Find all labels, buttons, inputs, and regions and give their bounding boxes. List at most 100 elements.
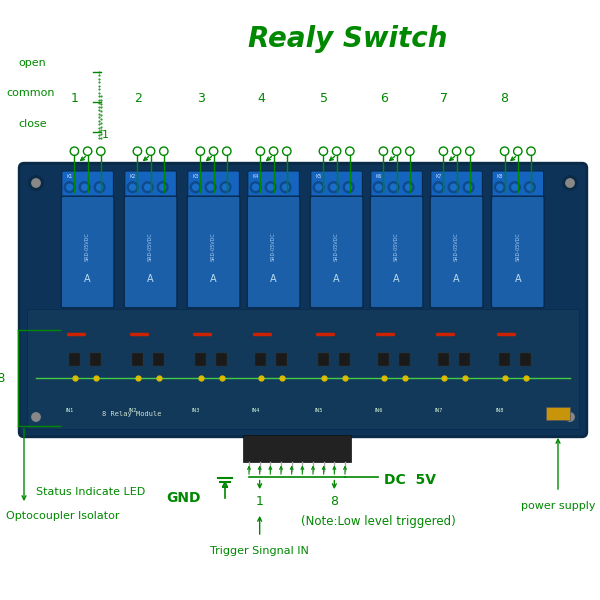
Circle shape bbox=[448, 182, 459, 193]
Circle shape bbox=[509, 182, 520, 193]
Text: 8 Relay Module: 8 Relay Module bbox=[102, 411, 162, 417]
Text: A: A bbox=[210, 274, 217, 284]
FancyBboxPatch shape bbox=[492, 171, 544, 202]
Circle shape bbox=[566, 179, 574, 187]
Circle shape bbox=[283, 184, 289, 190]
Circle shape bbox=[220, 182, 231, 193]
Bar bbox=[546, 407, 570, 420]
Circle shape bbox=[67, 184, 73, 190]
Circle shape bbox=[223, 184, 229, 190]
FancyBboxPatch shape bbox=[62, 171, 113, 202]
Text: K7: K7 bbox=[436, 174, 442, 179]
Circle shape bbox=[497, 184, 503, 190]
Text: (Note:Low level triggered): (Note:Low level triggered) bbox=[301, 515, 455, 529]
Circle shape bbox=[79, 182, 90, 193]
FancyBboxPatch shape bbox=[430, 196, 483, 308]
Circle shape bbox=[376, 184, 382, 190]
Text: SRD-05VDC: SRD-05VDC bbox=[271, 232, 276, 261]
Text: A: A bbox=[84, 274, 91, 284]
Text: 1: 1 bbox=[101, 130, 109, 140]
Text: IN2: IN2 bbox=[128, 408, 137, 413]
Text: K1: K1 bbox=[67, 174, 73, 179]
Text: 8: 8 bbox=[331, 495, 338, 508]
Circle shape bbox=[97, 184, 103, 190]
Bar bbox=[438, 353, 449, 366]
Bar bbox=[378, 353, 389, 366]
Text: A: A bbox=[270, 274, 277, 284]
FancyBboxPatch shape bbox=[188, 171, 239, 202]
Circle shape bbox=[32, 413, 40, 421]
Text: close: close bbox=[18, 119, 47, 129]
Text: 5: 5 bbox=[320, 92, 328, 106]
Circle shape bbox=[208, 184, 214, 190]
Text: 3: 3 bbox=[197, 92, 205, 106]
Circle shape bbox=[343, 182, 354, 193]
Circle shape bbox=[205, 182, 216, 193]
Circle shape bbox=[403, 182, 414, 193]
Text: 2: 2 bbox=[134, 92, 142, 106]
Circle shape bbox=[145, 184, 151, 190]
Text: A: A bbox=[453, 274, 460, 284]
Bar bbox=[69, 353, 80, 366]
Bar bbox=[195, 353, 206, 366]
Text: A: A bbox=[393, 274, 400, 284]
Circle shape bbox=[433, 182, 444, 193]
Text: GND: GND bbox=[167, 491, 201, 505]
Text: IN3: IN3 bbox=[191, 408, 200, 413]
Bar bbox=[459, 353, 470, 366]
Circle shape bbox=[253, 184, 259, 190]
Text: K6: K6 bbox=[376, 174, 382, 179]
Circle shape bbox=[524, 182, 535, 193]
Text: Optocoupler Isolator: Optocoupler Isolator bbox=[6, 511, 119, 521]
FancyBboxPatch shape bbox=[311, 171, 362, 202]
FancyBboxPatch shape bbox=[125, 171, 176, 202]
Circle shape bbox=[563, 410, 577, 424]
Text: A: A bbox=[333, 274, 340, 284]
Text: IN8: IN8 bbox=[496, 408, 504, 413]
FancyBboxPatch shape bbox=[19, 163, 587, 437]
FancyBboxPatch shape bbox=[247, 196, 300, 308]
Circle shape bbox=[280, 182, 291, 193]
Bar bbox=[90, 353, 101, 366]
Circle shape bbox=[494, 182, 505, 193]
Bar bbox=[132, 353, 143, 366]
FancyBboxPatch shape bbox=[491, 196, 544, 308]
FancyBboxPatch shape bbox=[248, 171, 299, 202]
Circle shape bbox=[391, 184, 397, 190]
Text: common: common bbox=[6, 88, 55, 98]
Text: A: A bbox=[514, 274, 521, 284]
Text: IN6: IN6 bbox=[374, 408, 383, 413]
Circle shape bbox=[265, 182, 276, 193]
Circle shape bbox=[29, 410, 43, 424]
Bar bbox=[520, 353, 531, 366]
Bar bbox=[399, 353, 410, 366]
Circle shape bbox=[64, 182, 75, 193]
FancyBboxPatch shape bbox=[371, 171, 422, 202]
Bar bbox=[318, 353, 329, 366]
Bar bbox=[255, 353, 266, 366]
Circle shape bbox=[388, 182, 399, 193]
Text: 1: 1 bbox=[256, 495, 263, 508]
FancyBboxPatch shape bbox=[370, 196, 423, 308]
Text: SRD-05VDC: SRD-05VDC bbox=[211, 232, 216, 261]
Text: A: A bbox=[147, 274, 154, 284]
Text: Realy Switch: Realy Switch bbox=[248, 25, 448, 53]
Text: SRD-05VDC: SRD-05VDC bbox=[334, 232, 339, 261]
Circle shape bbox=[373, 182, 384, 193]
Circle shape bbox=[268, 184, 274, 190]
Bar bbox=[153, 353, 164, 366]
Text: K3: K3 bbox=[193, 174, 199, 179]
Circle shape bbox=[406, 184, 412, 190]
Circle shape bbox=[94, 182, 105, 193]
Circle shape bbox=[29, 176, 43, 190]
Circle shape bbox=[527, 184, 533, 190]
FancyBboxPatch shape bbox=[310, 196, 363, 308]
Circle shape bbox=[316, 184, 322, 190]
Circle shape bbox=[193, 184, 199, 190]
Bar bbox=[243, 435, 351, 462]
Bar bbox=[27, 309, 579, 429]
Circle shape bbox=[157, 182, 168, 193]
Text: 4: 4 bbox=[257, 92, 265, 106]
FancyBboxPatch shape bbox=[124, 196, 177, 308]
Circle shape bbox=[190, 182, 201, 193]
